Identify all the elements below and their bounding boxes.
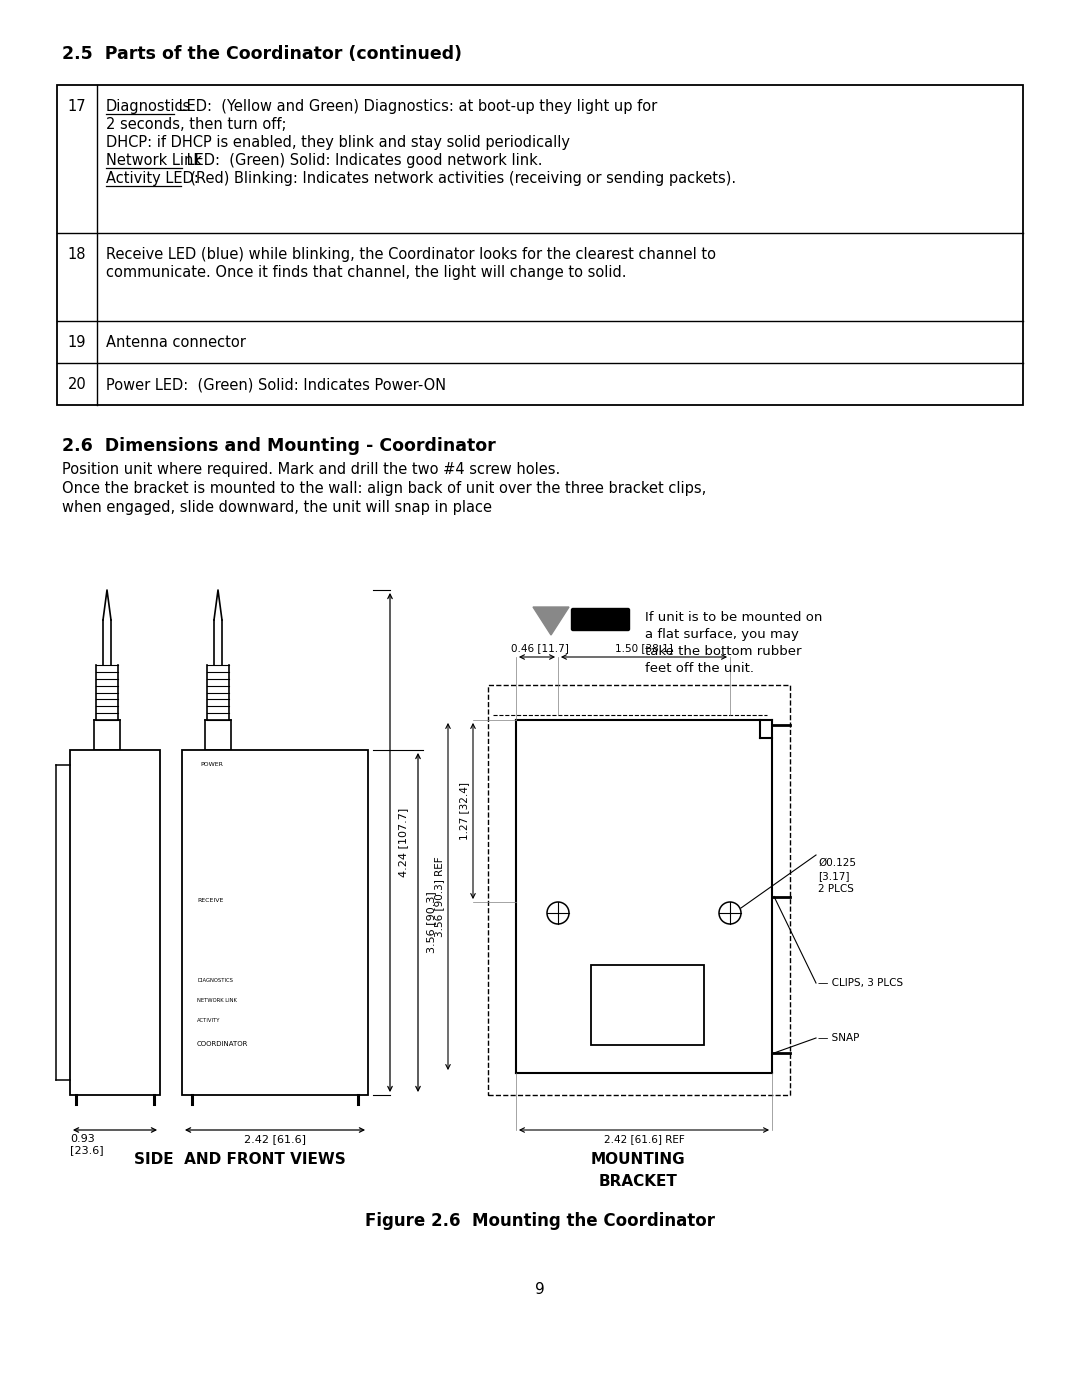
Text: BRACKET: BRACKET: [598, 1175, 677, 1189]
Text: 0.93: 0.93: [70, 1134, 95, 1144]
Text: MOUNTING: MOUNTING: [591, 1152, 686, 1168]
Text: Receive LED (blue) while blinking, the Coordinator looks for the clearest channe: Receive LED (blue) while blinking, the C…: [106, 246, 716, 262]
Text: — CLIPS, 3 PLCS: — CLIPS, 3 PLCS: [818, 979, 903, 988]
Text: Power LED:  (Green) Solid: Indicates Power-ON: Power LED: (Green) Solid: Indicates Powe…: [106, 377, 446, 392]
Text: Note: Note: [588, 615, 613, 624]
Text: COORDINATOR: COORDINATOR: [197, 1042, 248, 1047]
Text: communicate. Once it finds that channel, the light will change to solid.: communicate. Once it finds that channel,…: [106, 265, 626, 280]
Text: feet off the unit.: feet off the unit.: [645, 662, 754, 675]
Text: 0.46 [11.7]: 0.46 [11.7]: [511, 643, 569, 652]
Text: 2 seconds, then turn off;: 2 seconds, then turn off;: [106, 118, 286, 132]
Text: 3.56 [90.3]: 3.56 [90.3]: [426, 892, 436, 953]
Text: If unit is to be mounted on: If unit is to be mounted on: [645, 610, 822, 624]
Text: 2.6  Dimensions and Mounting - Coordinator: 2.6 Dimensions and Mounting - Coordinato…: [62, 437, 496, 455]
Text: 2.5  Parts of the Coordinator (continued): 2.5 Parts of the Coordinator (continued): [62, 45, 462, 63]
Text: 1.50 [38.1]: 1.50 [38.1]: [616, 643, 673, 652]
Text: 20: 20: [68, 377, 86, 392]
Text: 18: 18: [68, 246, 86, 262]
Text: 2 PLCS: 2 PLCS: [818, 883, 854, 895]
Text: a flat surface, you may: a flat surface, you may: [645, 629, 799, 641]
Text: 2.42 [61.6]: 2.42 [61.6]: [244, 1134, 306, 1144]
Text: DIAGNOSTICS: DIAGNOSTICS: [197, 979, 233, 983]
Text: Network Link: Network Link: [106, 153, 202, 168]
Text: DHCP: if DHCP is enabled, they blink and stay solid periodically: DHCP: if DHCP is enabled, they blink and…: [106, 134, 570, 150]
Text: Diagnostics: Diagnostics: [106, 99, 191, 113]
Text: ACTIVITY: ACTIVITY: [197, 1018, 220, 1023]
Text: Antenna connector: Antenna connector: [106, 335, 246, 350]
Text: [23.6]: [23.6]: [70, 1145, 104, 1155]
Text: Once the bracket is mounted to the wall: align back of unit over the three brack: Once the bracket is mounted to the wall:…: [62, 482, 706, 496]
Polygon shape: [534, 608, 569, 636]
Bar: [488, 685, 789, 1095]
Text: 2.42 [61.6] REF: 2.42 [61.6] REF: [604, 1134, 685, 1144]
Text: when engaged, slide downward, the unit will snap in place: when engaged, slide downward, the unit w…: [62, 500, 492, 515]
Text: SIDE  AND FRONT VIEWS: SIDE AND FRONT VIEWS: [134, 1152, 346, 1168]
Text: 1.27 [32.4]: 1.27 [32.4]: [459, 783, 469, 840]
Text: RECEIVE: RECEIVE: [197, 897, 224, 903]
Text: 4.24 [107.7]: 4.24 [107.7]: [399, 808, 408, 878]
Text: POWER: POWER: [200, 762, 222, 767]
Text: NETWORK LINK: NETWORK LINK: [197, 998, 237, 1002]
Text: Position unit where required. Mark and drill the two #4 screw holes.: Position unit where required. Mark and d…: [62, 462, 561, 477]
Text: 17: 17: [68, 99, 86, 113]
FancyBboxPatch shape: [571, 609, 630, 630]
Text: take the bottom rubber: take the bottom rubber: [645, 645, 801, 658]
Text: Ø0.125: Ø0.125: [818, 858, 856, 868]
Text: [3.17]: [3.17]: [818, 871, 850, 881]
Bar: [240, 1070, 291, 1089]
Text: ™: ™: [629, 615, 635, 619]
Text: LED:  (Yellow and Green) Diagnostics: at boot-up they light up for: LED: (Yellow and Green) Diagnostics: at …: [174, 99, 658, 113]
Text: Activity LED:: Activity LED:: [106, 171, 199, 186]
Text: (Red) Blinking: Indicates network activities (receiving or sending packets).: (Red) Blinking: Indicates network activi…: [181, 171, 737, 186]
Text: Figure 2.6  Mounting the Coordinator: Figure 2.6 Mounting the Coordinator: [365, 1212, 715, 1231]
Text: 3.56 [90.3] REF: 3.56 [90.3] REF: [434, 857, 444, 937]
Text: — SNAP: — SNAP: [818, 1033, 860, 1043]
Bar: [70, 750, 160, 1095]
Text: 19: 19: [68, 335, 86, 350]
Bar: [591, 965, 704, 1044]
Text: 9: 9: [535, 1282, 545, 1296]
Text: LED:  (Green) Solid: Indicates good network link.: LED: (Green) Solid: Indicates good netwo…: [183, 153, 542, 168]
Bar: [183, 750, 368, 1095]
Bar: [57, 85, 1023, 405]
